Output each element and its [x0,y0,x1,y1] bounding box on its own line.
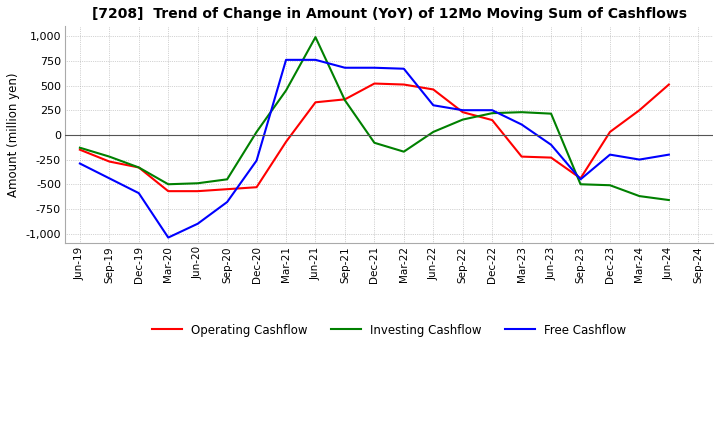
Free Cashflow [76,161,84,166]
Operating Cashflow [105,159,114,164]
Line: Free Cashflow: Free Cashflow [80,60,669,238]
Free Cashflow [341,65,349,70]
Operating Cashflow [311,100,320,105]
Free Cashflow [164,235,173,240]
Investing Cashflow [635,194,644,199]
Y-axis label: Amount (million yen): Amount (million yen) [7,73,20,197]
Free Cashflow [135,191,143,196]
Investing Cashflow [194,181,202,186]
Operating Cashflow [546,155,555,160]
Free Cashflow [105,176,114,181]
Free Cashflow [400,66,408,71]
Investing Cashflow [665,198,673,203]
Free Cashflow [576,177,585,182]
Investing Cashflow [488,110,497,116]
Title: [7208]  Trend of Change in Amount (YoY) of 12Mo Moving Sum of Cashflows: [7208] Trend of Change in Amount (YoY) o… [91,7,687,21]
Investing Cashflow [76,145,84,150]
Investing Cashflow [546,111,555,116]
Operating Cashflow [606,129,614,135]
Operating Cashflow [370,81,379,86]
Operating Cashflow [222,187,231,192]
Free Cashflow [488,107,497,113]
Free Cashflow [252,158,261,163]
Operating Cashflow [635,107,644,113]
Free Cashflow [194,221,202,227]
Operating Cashflow [665,82,673,87]
Free Cashflow [517,122,526,127]
Operating Cashflow [459,110,467,115]
Operating Cashflow [517,154,526,159]
Investing Cashflow [222,177,231,182]
Investing Cashflow [429,129,438,135]
Investing Cashflow [606,183,614,188]
Operating Cashflow [282,139,290,144]
Legend: Operating Cashflow, Investing Cashflow, Free Cashflow: Operating Cashflow, Investing Cashflow, … [148,319,631,341]
Investing Cashflow [311,34,320,40]
Investing Cashflow [164,182,173,187]
Free Cashflow [459,107,467,113]
Operating Cashflow [135,165,143,170]
Free Cashflow [606,152,614,157]
Investing Cashflow [252,129,261,135]
Free Cashflow [635,157,644,162]
Line: Operating Cashflow: Operating Cashflow [80,84,669,191]
Investing Cashflow [282,88,290,93]
Investing Cashflow [370,140,379,146]
Free Cashflow [282,57,290,62]
Operating Cashflow [76,147,84,152]
Free Cashflow [370,65,379,70]
Investing Cashflow [135,165,143,170]
Free Cashflow [222,199,231,205]
Operating Cashflow [341,97,349,102]
Investing Cashflow [341,98,349,103]
Line: Investing Cashflow: Investing Cashflow [80,37,669,200]
Investing Cashflow [400,149,408,154]
Operating Cashflow [429,87,438,92]
Operating Cashflow [252,184,261,190]
Operating Cashflow [164,188,173,194]
Investing Cashflow [576,182,585,187]
Operating Cashflow [400,82,408,87]
Free Cashflow [665,152,673,157]
Free Cashflow [311,57,320,62]
Operating Cashflow [488,117,497,123]
Operating Cashflow [194,188,202,194]
Investing Cashflow [517,110,526,115]
Free Cashflow [429,103,438,108]
Operating Cashflow [576,176,585,181]
Investing Cashflow [105,154,114,159]
Free Cashflow [546,142,555,147]
Investing Cashflow [459,117,467,122]
